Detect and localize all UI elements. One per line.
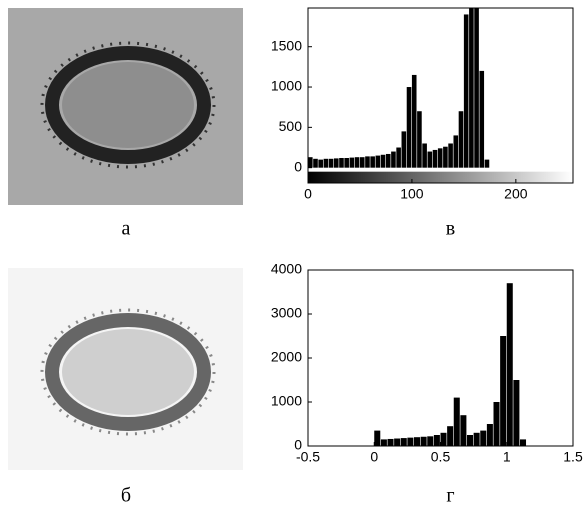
bar	[417, 111, 422, 168]
bar	[394, 438, 401, 446]
y-tick-label: 0	[294, 437, 302, 453]
bar	[349, 157, 355, 168]
bar	[387, 438, 394, 446]
bar	[448, 143, 453, 168]
x-tick-label: -0.5	[296, 449, 320, 465]
bar	[323, 158, 329, 168]
y-tick-label: 500	[279, 118, 303, 134]
y-tick-label: 3000	[271, 305, 302, 321]
bar	[354, 157, 360, 168]
bars	[374, 283, 527, 446]
x-tick-label: 0.5	[431, 449, 451, 465]
bar	[385, 153, 391, 168]
bar	[437, 148, 443, 168]
x-tick-label: 1	[503, 449, 511, 465]
bar	[467, 435, 474, 446]
bar	[443, 146, 448, 168]
bar	[328, 158, 334, 168]
bar	[313, 158, 318, 168]
bar	[440, 432, 447, 446]
y-tick-label: 1000	[271, 78, 302, 94]
bar	[380, 154, 386, 168]
y-tick-label: 4000	[271, 261, 302, 277]
image-a	[8, 8, 243, 205]
bar	[460, 415, 467, 446]
bar	[401, 131, 407, 168]
bar	[500, 336, 507, 446]
bar	[396, 147, 401, 168]
y-tick-label: 2000	[271, 349, 302, 365]
bar	[458, 111, 464, 168]
bar	[463, 14, 469, 168]
bar	[427, 151, 433, 168]
bar	[359, 157, 365, 168]
bar	[513, 380, 520, 446]
bar	[344, 158, 349, 168]
chart-caption: г	[446, 485, 454, 507]
bar	[480, 430, 487, 446]
bars	[308, 8, 490, 168]
bar	[414, 437, 421, 446]
bar	[411, 74, 417, 168]
bar	[447, 426, 454, 446]
bar	[453, 135, 459, 168]
bar	[506, 283, 513, 446]
bar	[365, 156, 370, 168]
x-tick-label: 1.5	[563, 449, 583, 465]
bar	[474, 8, 479, 168]
image-caption: а	[122, 218, 131, 240]
bar	[422, 143, 427, 168]
bar	[370, 156, 375, 168]
image-caption: б	[121, 485, 131, 507]
chart-caption: в	[446, 218, 455, 240]
bar	[479, 70, 485, 168]
bar	[318, 159, 323, 168]
bar	[469, 8, 474, 168]
x-tick-label: 200	[504, 186, 528, 202]
bar	[400, 438, 407, 446]
plot-frame	[307, 7, 574, 184]
x-tick-label: 100	[400, 186, 424, 202]
bar	[391, 151, 396, 168]
bar	[484, 159, 490, 168]
plot-frame	[307, 269, 574, 447]
bar	[407, 437, 414, 446]
bar	[473, 432, 480, 446]
bar	[420, 436, 427, 446]
colorbar	[308, 171, 573, 183]
bar	[308, 157, 313, 168]
bar	[374, 430, 381, 446]
bar	[333, 158, 339, 168]
bar	[520, 439, 527, 446]
bar	[432, 149, 438, 168]
y-tick-label: 0	[294, 158, 302, 174]
y-tick-label: 1000	[271, 393, 302, 409]
bar	[433, 435, 440, 446]
bar	[406, 87, 412, 168]
image-b	[8, 268, 243, 470]
bar	[427, 436, 434, 446]
bar	[375, 155, 381, 168]
x-tick-label: 0	[304, 186, 312, 202]
bar	[486, 424, 493, 446]
bar	[493, 402, 500, 446]
x-tick-label: 0	[370, 449, 378, 465]
y-tick-label: 1500	[271, 37, 302, 53]
bar	[380, 439, 387, 446]
bar	[339, 158, 344, 168]
bar	[453, 397, 460, 446]
histogram-chart: 0 500 1000 1500 0 100 200 в	[271, 7, 574, 240]
